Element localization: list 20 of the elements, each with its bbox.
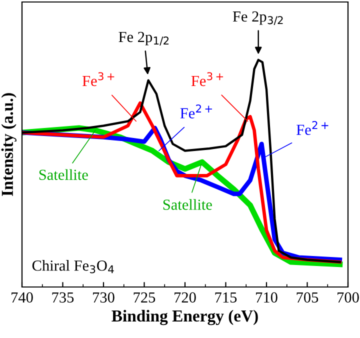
annotation: Satellite — [39, 169, 88, 180]
annotation: Fe 2p$_{3/2}$ — [232, 11, 283, 26]
x-tick-label: 715 — [215, 292, 237, 303]
annotation: Fe$^{3+}$ — [191, 72, 224, 86]
x-tick-label: 740 — [12, 292, 33, 303]
y-axis-title: Intensity (a.u.) — [1, 93, 16, 196]
x-axis-title: Binding Energy (eV) — [112, 310, 258, 326]
x-tick-label: 700 — [338, 292, 359, 303]
annotation: Fe$^{2+}$ — [296, 121, 328, 135]
annotation: Fe 2p$_{1/2}$ — [118, 32, 169, 46]
annotation: Fe$^{2+}$ — [180, 104, 212, 118]
annotation: Satellite — [163, 199, 212, 210]
annotation: Chiral Fe$_{3}$O$_{4}$ — [32, 260, 114, 274]
x-tick-label: 735 — [52, 292, 74, 303]
x-tick-label: 710 — [256, 292, 278, 303]
x-tick-label: 720 — [174, 292, 196, 303]
x-tick-label: 730 — [93, 292, 114, 303]
x-tick-label: 705 — [296, 292, 318, 303]
annotation: Fe$^{3+}$ — [82, 72, 114, 86]
x-tick-label: 725 — [134, 292, 156, 303]
